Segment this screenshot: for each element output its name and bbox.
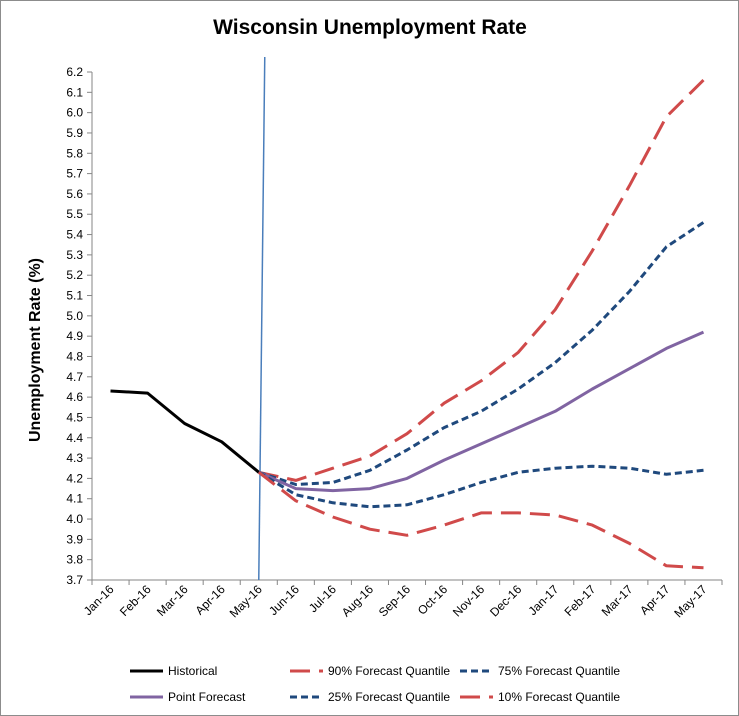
x-tick-label: Jul-16: [306, 582, 339, 615]
y-tick-label: 4.1: [66, 492, 83, 506]
legend-label-historical: Historical: [168, 664, 217, 678]
y-tick-label: 4.0: [66, 512, 83, 526]
y-tick-label: 6.2: [66, 65, 83, 79]
y-tick-label: 5.5: [66, 207, 83, 221]
y-axis-label: Unemployment Rate (%): [27, 258, 44, 442]
series-line-historical: [110, 389, 260, 474]
y-tick-label: 5.2: [66, 268, 83, 282]
y-tick-label: 5.4: [66, 228, 83, 242]
series-line-25-forecast-quantile: [258, 464, 704, 509]
y-tick-label: 4.8: [66, 349, 83, 363]
y-tick-label: 5.3: [66, 248, 83, 262]
y-tick-label: 6.0: [66, 106, 83, 120]
y-tick-label: 3.8: [66, 553, 83, 567]
forecast-start-line: [258, 56, 266, 581]
series-line-10-forecast-quantile: [257, 471, 704, 570]
y-tick-label: 4.3: [66, 451, 83, 465]
y-tick-label: 5.7: [66, 167, 83, 181]
legend-label-90-forecast-quantile: 90% Forecast Quantile: [328, 664, 450, 678]
y-tick-label: 4.7: [66, 370, 83, 384]
y-tick-label: 5.0: [66, 309, 83, 323]
series-line-90-forecast-quantile: [258, 79, 705, 482]
x-tick-label: Aug-16: [339, 582, 376, 619]
chart-title: Wisconsin Unemployment Rate: [213, 16, 527, 39]
legend-label-10-forecast-quantile: 10% Forecast Quantile: [498, 690, 620, 704]
x-tick-label: Mar-17: [599, 582, 636, 619]
legend-label-75-forecast-quantile: 75% Forecast Quantile: [498, 664, 620, 678]
axes: [91, 72, 722, 581]
y-tick-label: 5.1: [66, 289, 83, 303]
x-tick-label: Oct-16: [415, 582, 451, 618]
x-tick-label: Nov-16: [450, 582, 487, 619]
y-tick-label: 3.7: [66, 573, 83, 587]
y-tick-label: 6.1: [66, 85, 83, 99]
x-tick-label: Mar-16: [154, 582, 191, 619]
x-tick-label: May-17: [671, 582, 709, 620]
y-tick-label: 4.6: [66, 390, 83, 404]
x-tick-label: May-16: [227, 582, 265, 620]
x-tick-label: Jan-16: [81, 582, 117, 618]
legend: Historical 90% Forecast Quantile 75% Forec…: [130, 664, 620, 704]
y-tick-label: 4.5: [66, 410, 83, 424]
series-line-point-forecast: [258, 330, 705, 493]
x-tick-label: Apr-17: [637, 582, 673, 618]
x-tick-label: Feb-17: [562, 582, 599, 619]
series-lines: [110, 79, 705, 570]
x-tick-label: Feb-16: [117, 582, 154, 619]
x-tick-label: Sep-16: [376, 582, 413, 619]
y-tick-label: 4.4: [66, 431, 83, 445]
y-tick-label: 5.8: [66, 146, 83, 160]
y-tick-label: 3.9: [66, 532, 83, 546]
forecast-start-marker: [258, 56, 266, 581]
y-tick-label: 5.6: [66, 187, 83, 201]
legend-label-point-forecast: Point Forecast: [168, 690, 246, 704]
x-tick-label: Jun-16: [266, 582, 302, 618]
legend-label-25-forecast-quantile: 25% Forecast Quantile: [328, 690, 450, 704]
series-line-75-forecast-quantile: [258, 221, 705, 486]
y-tick-label: 4.2: [66, 471, 83, 485]
x-tick-label: Dec-16: [487, 582, 524, 619]
y-ticks: 3.7 3.8 3.9 4.0 4.1 4.2 4.3 4.4 4.5 4.6 4.7 4.8 4.9 5…: [66, 65, 92, 587]
y-tick-label: 5.9: [66, 126, 83, 140]
y-tick-label: 4.9: [66, 329, 83, 343]
x-tick-label: Jan-17: [526, 582, 562, 618]
x-tick-label: Apr-16: [192, 582, 228, 618]
